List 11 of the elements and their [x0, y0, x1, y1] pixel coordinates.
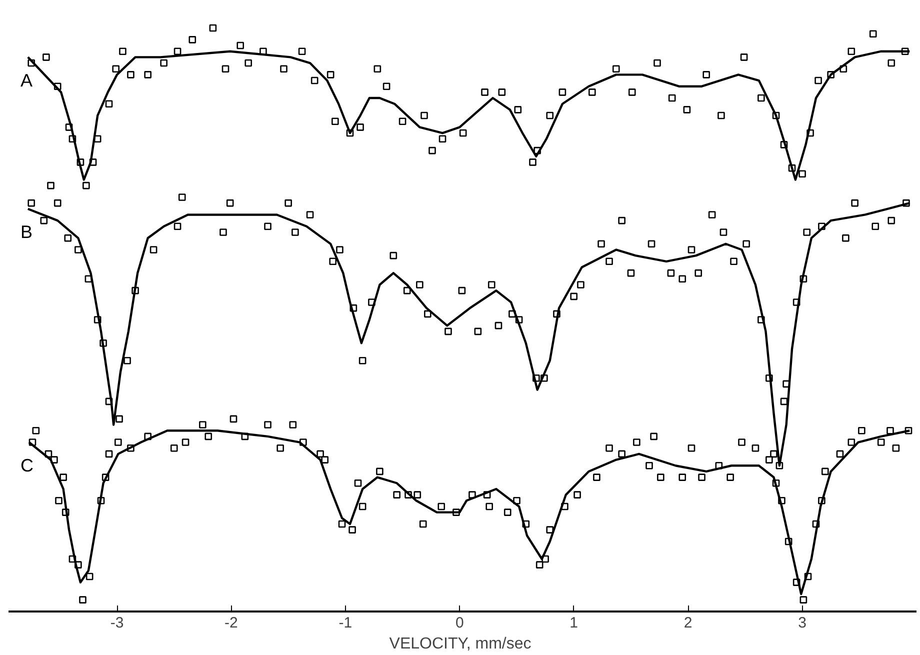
- x-tick-label: 1: [570, 614, 578, 632]
- x-tick-label: 2: [684, 614, 692, 632]
- x-tick-label: 3: [798, 614, 806, 632]
- x-tick-label: -1: [338, 614, 352, 632]
- series-label: A: [20, 70, 33, 91]
- x-axis-title: VELOCITY, mm/sec: [389, 636, 532, 652]
- series-label: C: [20, 456, 34, 476]
- x-tick-label: 0: [455, 614, 464, 632]
- series-label: B: [20, 222, 33, 242]
- x-tick-label: -2: [224, 614, 238, 632]
- x-tick-label: -3: [110, 614, 124, 632]
